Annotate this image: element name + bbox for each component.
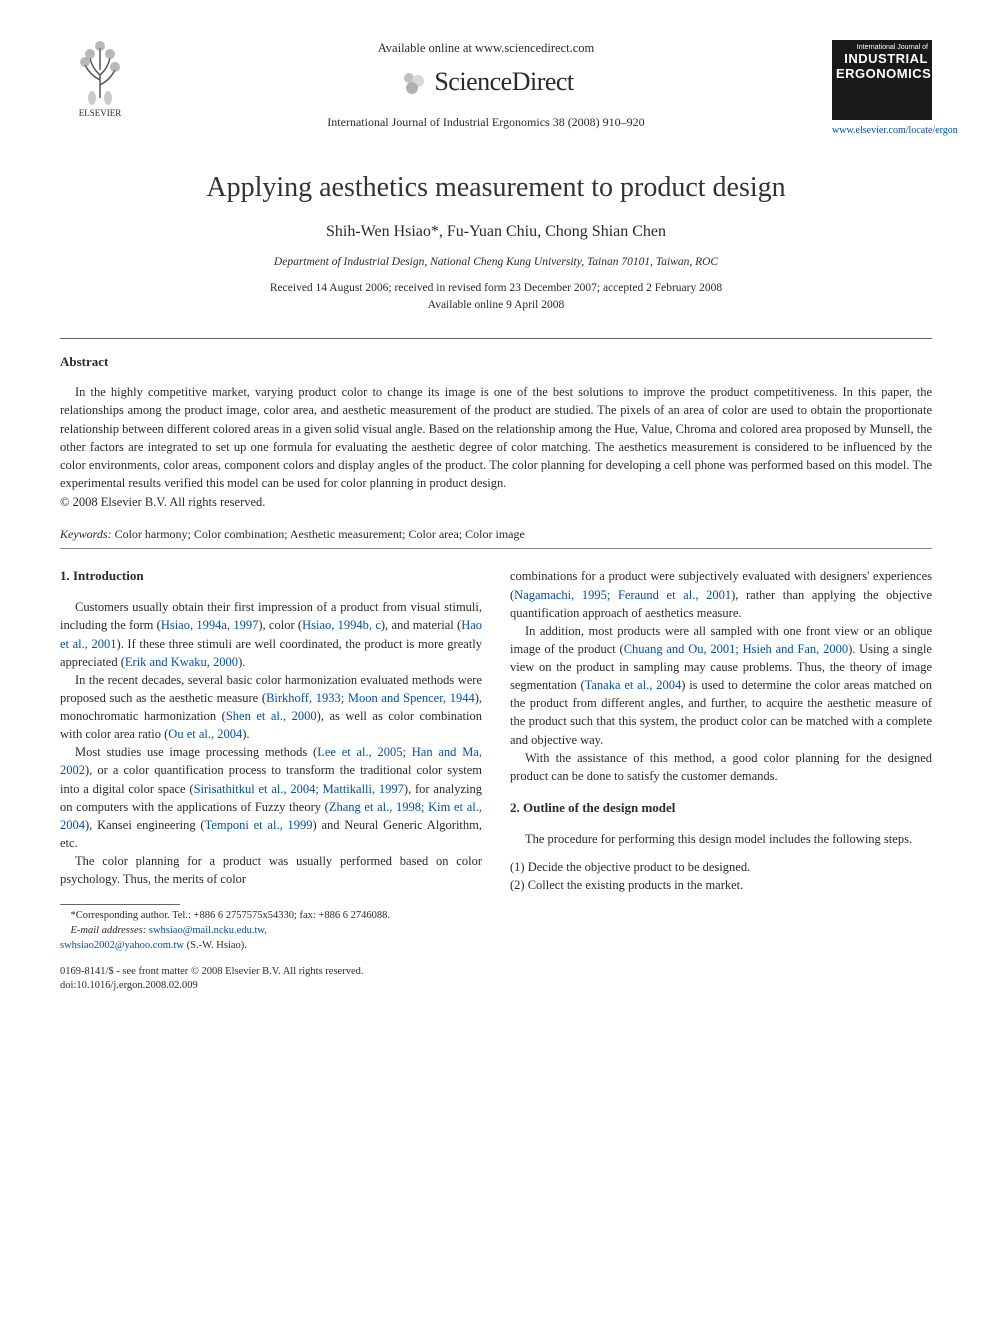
available-online-text: Available online at www.sciencedirect.co…	[150, 40, 822, 58]
s1-para-3: Most studies use image processing method…	[60, 743, 482, 852]
article-affiliation: Department of Industrial Design, Nationa…	[60, 254, 932, 270]
sciencedirect-wordmark: ScienceDirect	[434, 64, 573, 100]
s1-para-5: In addition, most products were all samp…	[510, 622, 932, 749]
s1-para-2: In the recent decades, several basic col…	[60, 671, 482, 744]
ref-sirisathitkul-2004[interactable]: Sirisathitkul et al., 2004; Mattikalli, …	[194, 782, 404, 796]
journal-cover-image: International Journal of INDUSTRIAL ERGO…	[832, 40, 932, 120]
ref-shen-2000[interactable]: Shen et al., 2000	[226, 709, 317, 723]
body-columns: 1. Introduction Customers usually obtain…	[60, 567, 932, 953]
s1-para-1: Customers usually obtain their first imp…	[60, 598, 482, 671]
ref-nagamachi-1995[interactable]: Nagamachi, 1995; Feraund et al., 2001	[514, 588, 731, 602]
email-addresses: E-mail addresses: swhsiao@mail.ncku.edu.…	[60, 924, 482, 939]
email-line2: swhsiao2002@yahoo.com.tw (S.-W. Hsiao).	[60, 939, 482, 954]
abstract-copyright: © 2008 Elsevier B.V. All rights reserved…	[60, 494, 932, 512]
article-authors: Shih-Wen Hsiao*, Fu-Yuan Chiu, Chong Shi…	[60, 221, 932, 243]
ref-birkhoff-1933[interactable]: Birkhoff, 1933; Moon and Spencer, 1944	[266, 691, 475, 705]
abstract-text: In the highly competitive market, varyin…	[60, 383, 932, 492]
cover-line2: INDUSTRIAL	[836, 52, 928, 66]
rule-below-keywords	[60, 548, 932, 549]
s2-step-2: (2) Collect the existing products in the…	[510, 876, 932, 894]
email-1[interactable]: swhsiao@mail.ncku.edu.tw,	[146, 925, 267, 936]
s2-para-1: The procedure for performing this design…	[510, 830, 932, 848]
dates-online: Available online 9 April 2008	[428, 299, 564, 311]
elsevier-wordmark: ELSEVIER	[60, 107, 140, 120]
rule-above-abstract	[60, 338, 932, 339]
corresponding-author: *Corresponding author. Tel.: +886 6 2757…	[60, 909, 482, 924]
page-header: ELSEVIER Available online at www.science…	[60, 40, 932, 138]
header-center: Available online at www.sciencedirect.co…	[140, 40, 832, 131]
elsevier-logo: ELSEVIER	[60, 40, 140, 120]
abstract-heading: Abstract	[60, 353, 932, 371]
s2-step-1: (1) Decide the objective product to be d…	[510, 858, 932, 876]
ref-ou-2004[interactable]: Ou et al., 2004	[168, 727, 242, 741]
dates-received: Received 14 August 2006; received in rev…	[270, 282, 722, 294]
s1-para-4a: The color planning for a product was usu…	[60, 852, 482, 888]
doi-block: 0169-8141/$ - see front matter © 2008 El…	[60, 965, 932, 993]
front-matter-line: 0169-8141/$ - see front matter © 2008 El…	[60, 966, 363, 977]
ref-hsiao-1994a[interactable]: Hsiao, 1994a, 1997	[161, 618, 259, 632]
keywords-label: Keywords:	[60, 527, 112, 541]
footnotes: *Corresponding author. Tel.: +886 6 2757…	[60, 909, 482, 953]
ref-temponi-1999[interactable]: Temponi et al., 1999	[205, 818, 313, 832]
doi-line: doi:10.1016/j.ergon.2008.02.009	[60, 980, 198, 991]
article-title: Applying aesthetics measurement to produ…	[60, 168, 932, 207]
elsevier-tree-icon	[70, 40, 130, 105]
email-2[interactable]: swhsiao2002@yahoo.com.tw	[60, 940, 184, 951]
email-label: E-mail addresses:	[71, 925, 147, 936]
section-2-heading: 2. Outline of the design model	[510, 799, 932, 818]
keywords-text: Color harmony; Color combination; Aesthe…	[112, 527, 525, 541]
s2-steps: (1) Decide the objective product to be d…	[510, 858, 932, 894]
article-dates: Received 14 August 2006; received in rev…	[60, 280, 932, 315]
s1-para-4b: combinations for a product were subjecti…	[510, 567, 932, 621]
journal-homepage-link[interactable]: www.elsevier.com/locate/ergon	[832, 124, 932, 138]
cover-line3: ERGONOMICS	[836, 67, 928, 81]
cover-line1: International Journal of	[836, 44, 928, 51]
abstract-body: In the highly competitive market, varyin…	[60, 383, 932, 492]
ref-chuang-2001[interactable]: Chuang and Ou, 2001; Hsieh and Fan, 2000	[624, 642, 848, 656]
ref-erik-2000[interactable]: Erik and Kwaku, 2000	[125, 655, 238, 669]
footnote-rule	[60, 904, 180, 905]
journal-citation: International Journal of Industrial Ergo…	[150, 114, 822, 131]
s1-para-6: With the assistance of this method, a go…	[510, 749, 932, 785]
ref-hsiao-1994b[interactable]: Hsiao, 1994b, c	[302, 618, 381, 632]
journal-cover: International Journal of INDUSTRIAL ERGO…	[832, 40, 932, 138]
section-1-heading: 1. Introduction	[60, 567, 482, 586]
keywords-line: Keywords: Color harmony; Color combinati…	[60, 526, 932, 543]
ref-tanaka-2004[interactable]: Tanaka et al., 2004	[585, 678, 682, 692]
sciencedirect-logo: ScienceDirect	[150, 64, 822, 100]
sciencedirect-swirl-icon	[398, 67, 428, 97]
